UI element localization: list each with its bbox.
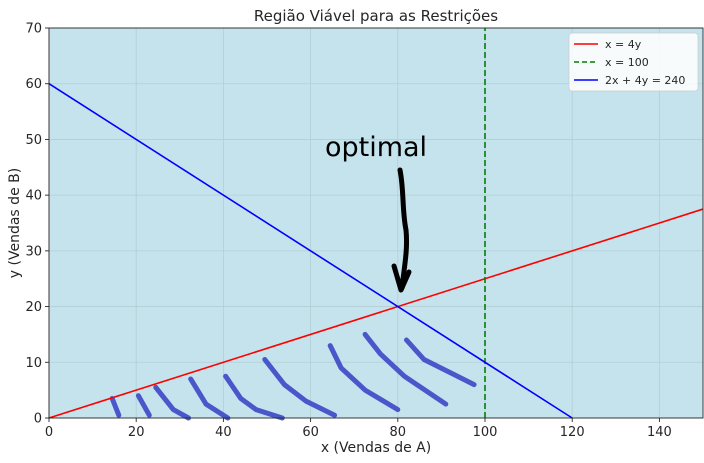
optimal-arrow <box>397 167 409 291</box>
y-tick-label: 10 <box>25 356 42 371</box>
plot-area <box>49 28 703 418</box>
hatch-stroke <box>223 373 285 421</box>
y-tick-label: 70 <box>25 22 42 37</box>
y-tick-label: 50 <box>25 133 42 148</box>
x-tick-label: 60 <box>302 425 319 440</box>
legend: x = 4y x = 100 2x + 4y = 240 <box>568 32 699 92</box>
feasible-region-hatching <box>109 331 477 421</box>
x-tick-label: 100 <box>473 425 498 440</box>
x-tick-label: 0 <box>45 425 53 440</box>
y-axis-ticks: 0 10 20 30 40 50 60 70 <box>25 22 49 427</box>
legend-label: x = 100 <box>605 56 649 69</box>
y-tick-label: 60 <box>25 77 42 92</box>
y-tick-label: 30 <box>25 244 42 259</box>
y-tick-label: 0 <box>34 412 42 427</box>
optimal-arrowhead <box>391 263 412 293</box>
x-axis-label: x (Vendas de A) <box>321 440 431 456</box>
x-tick-label: 120 <box>560 425 585 440</box>
hatch-stroke <box>262 357 338 418</box>
x-tick-label: 140 <box>647 425 672 440</box>
series-line <box>48 83 573 419</box>
axes-frame <box>48 27 704 419</box>
hatch-stroke <box>327 343 401 413</box>
hatch-stroke <box>135 393 152 418</box>
hatch-stroke <box>188 376 231 421</box>
x-tick-label: 40 <box>215 425 232 440</box>
y-tick-label: 20 <box>25 300 42 315</box>
y-tick-label: 40 <box>25 189 42 204</box>
legend-box <box>568 32 699 92</box>
series-line <box>48 208 704 419</box>
axes <box>48 27 704 419</box>
legend-label: x = 4y <box>605 38 642 51</box>
x-axis-ticks: 0 20 40 60 80 100 120 140 <box>45 418 672 440</box>
hatch-stroke <box>109 396 122 418</box>
legend-label: 2x + 4y = 240 <box>605 74 685 87</box>
optimal-annotation-label: optimal <box>325 132 427 163</box>
hatch-stroke <box>362 331 449 407</box>
x-tick-label: 80 <box>390 425 407 440</box>
series-lines <box>48 28 704 419</box>
y-axis-label: y (Vendas de B) <box>7 168 23 278</box>
hatch-stroke <box>153 384 191 421</box>
hatch-stroke <box>404 337 477 388</box>
x-tick-label: 20 <box>128 425 145 440</box>
chart-title: Região Viável para as Restrições <box>254 7 498 25</box>
